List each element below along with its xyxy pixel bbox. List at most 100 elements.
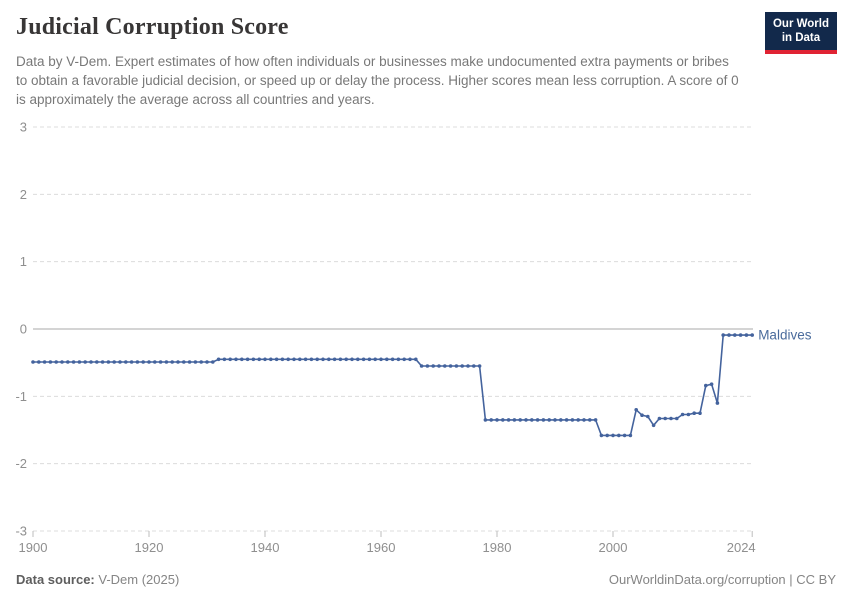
data-point[interactable]	[257, 357, 262, 362]
data-point[interactable]	[524, 418, 528, 422]
data-point[interactable]	[158, 360, 163, 364]
owid-logo[interactable]: Our World in Data	[764, 12, 837, 54]
data-point[interactable]	[501, 418, 505, 422]
data-point[interactable]	[744, 333, 749, 337]
data-point[interactable]	[373, 357, 378, 362]
data-point[interactable]	[483, 418, 488, 422]
data-point[interactable]	[124, 360, 128, 364]
data-point[interactable]	[77, 360, 82, 364]
data-point[interactable]	[42, 360, 47, 364]
data-point[interactable]	[750, 333, 754, 337]
data-point[interactable]	[657, 416, 662, 421]
line-chart-canvas[interactable]: 3 2 1 0 -1 -2 -3 1900 1920 1940 1960 1980 2000 2024 Ma…	[0, 105, 850, 565]
data-point[interactable]	[553, 418, 557, 422]
data-point[interactable]	[54, 360, 58, 364]
data-point[interactable]	[37, 360, 41, 364]
data-point[interactable]	[715, 401, 720, 405]
data-point[interactable]	[286, 357, 291, 362]
data-point[interactable]	[396, 357, 401, 362]
data-point[interactable]	[205, 360, 209, 364]
data-point[interactable]	[153, 360, 157, 364]
data-point[interactable]	[350, 357, 354, 362]
data-point[interactable]	[135, 360, 140, 364]
data-point[interactable]	[269, 357, 273, 362]
data-point[interactable]	[379, 357, 383, 362]
data-point[interactable]	[640, 413, 644, 418]
data-point[interactable]	[390, 357, 395, 362]
data-point[interactable]	[506, 418, 511, 422]
data-point[interactable]	[431, 364, 436, 368]
data-point[interactable]	[182, 360, 186, 364]
data-point[interactable]	[564, 418, 569, 422]
data-point[interactable]	[274, 357, 279, 362]
data-point[interactable]	[454, 364, 459, 368]
data-point[interactable]	[344, 357, 349, 362]
data-point[interactable]	[147, 360, 151, 364]
data-point[interactable]	[361, 357, 366, 362]
data-point[interactable]	[605, 433, 609, 438]
data-point[interactable]	[733, 333, 737, 337]
data-point[interactable]	[321, 357, 325, 362]
data-point[interactable]	[211, 360, 215, 364]
data-point[interactable]	[634, 408, 638, 412]
data-point[interactable]	[298, 357, 302, 362]
data-point[interactable]	[425, 364, 430, 368]
data-point[interactable]	[675, 416, 679, 421]
data-point[interactable]	[611, 433, 615, 438]
series-points[interactable]	[31, 333, 754, 438]
data-point[interactable]	[129, 360, 134, 364]
data-point[interactable]	[582, 418, 586, 422]
data-point[interactable]	[709, 382, 714, 387]
data-point[interactable]	[356, 357, 360, 362]
data-point[interactable]	[472, 364, 476, 368]
data-point[interactable]	[280, 357, 285, 362]
data-point[interactable]	[100, 360, 105, 364]
data-point[interactable]	[402, 357, 407, 362]
data-point[interactable]	[576, 418, 580, 422]
data-point[interactable]	[437, 364, 441, 368]
data-point[interactable]	[727, 333, 731, 337]
series-line[interactable]	[33, 334, 753, 437]
data-point[interactable]	[303, 357, 308, 362]
data-point[interactable]	[83, 360, 87, 364]
data-point[interactable]	[31, 360, 35, 364]
data-point[interactable]	[448, 364, 453, 368]
data-point[interactable]	[489, 418, 494, 422]
data-point[interactable]	[547, 418, 551, 422]
data-point[interactable]	[315, 357, 320, 362]
data-point[interactable]	[535, 418, 540, 422]
data-point[interactable]	[112, 360, 116, 364]
data-point[interactable]	[495, 418, 499, 422]
data-point[interactable]	[669, 416, 673, 421]
data-point[interactable]	[118, 360, 122, 364]
data-point[interactable]	[234, 357, 238, 362]
data-point[interactable]	[651, 423, 656, 428]
data-point[interactable]	[164, 360, 169, 364]
data-point[interactable]	[680, 412, 685, 417]
data-point[interactable]	[89, 360, 93, 364]
data-point[interactable]	[599, 433, 604, 438]
data-point[interactable]	[704, 383, 708, 388]
data-point[interactable]	[466, 364, 470, 368]
data-point[interactable]	[414, 357, 418, 362]
data-point[interactable]	[170, 360, 174, 364]
data-point[interactable]	[251, 357, 256, 362]
data-point[interactable]	[692, 411, 696, 416]
data-point[interactable]	[60, 360, 64, 364]
data-point[interactable]	[593, 418, 598, 422]
data-point[interactable]	[263, 357, 267, 362]
data-point[interactable]	[228, 357, 232, 362]
data-point[interactable]	[698, 411, 702, 416]
data-point[interactable]	[408, 357, 412, 362]
data-point[interactable]	[628, 433, 633, 438]
data-point[interactable]	[646, 414, 650, 419]
data-point[interactable]	[443, 364, 447, 368]
data-point[interactable]	[338, 357, 343, 362]
data-point[interactable]	[95, 360, 99, 364]
data-point[interactable]	[332, 357, 337, 362]
data-point[interactable]	[199, 360, 203, 364]
data-point[interactable]	[686, 412, 691, 417]
data-point[interactable]	[106, 360, 111, 364]
data-point[interactable]	[292, 357, 296, 362]
data-point[interactable]	[512, 418, 517, 422]
